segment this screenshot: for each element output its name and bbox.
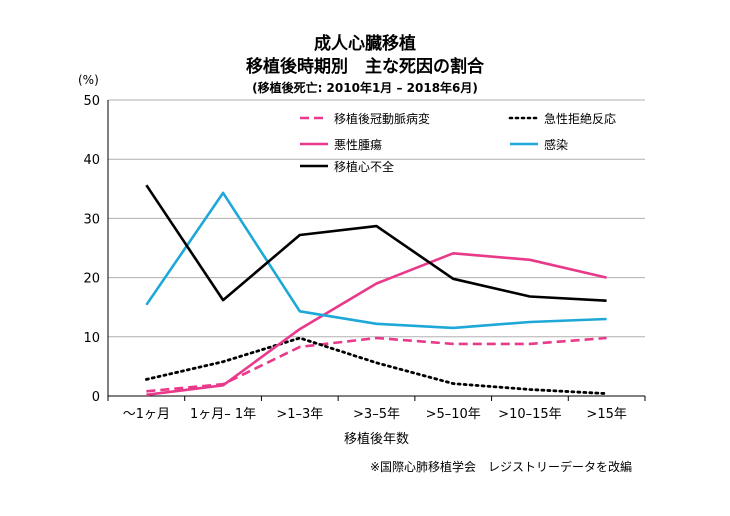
y-tick-label: 50 bbox=[83, 94, 100, 109]
series-line-1 bbox=[144, 336, 608, 396]
x-tick-label: >5–10年 bbox=[426, 407, 481, 422]
y-tick-label: 20 bbox=[83, 272, 100, 287]
y-axis-unit-label: (%) bbox=[78, 73, 99, 87]
legend-label: 急性拒絶反応 bbox=[544, 111, 616, 126]
legend-label: 移植後冠動脈病変 bbox=[334, 111, 430, 126]
chart-subtitle-line: 移植後時期別 主な死因の割合 bbox=[246, 57, 484, 77]
series-line-2 bbox=[146, 252, 607, 397]
chart-subtitle: (移植後死亡: 2010年1月 – 2018年6月) bbox=[252, 81, 478, 95]
chart-title: 成人心臓移植 bbox=[314, 34, 416, 54]
legend-label: 悪性腫瘍 bbox=[334, 137, 382, 152]
x-tick-label: 〜1ヶ月 bbox=[123, 407, 170, 422]
legend-label: 感染 bbox=[544, 137, 568, 152]
x-tick-label: >3–5年 bbox=[353, 407, 400, 422]
y-tick-label: 10 bbox=[83, 331, 100, 346]
x-tick-label: 1ヶ月– 1年 bbox=[190, 407, 256, 422]
x-tick-label: >10–15年 bbox=[498, 407, 561, 422]
y-tick-label: 30 bbox=[83, 212, 100, 227]
x-tick-label: >1–3年 bbox=[276, 407, 323, 422]
series-line-0 bbox=[146, 336, 607, 393]
series-line-3 bbox=[145, 191, 607, 330]
x-tick-label: >15年 bbox=[586, 407, 626, 422]
y-tick-label: 0 bbox=[92, 390, 100, 405]
source-note: ※国際心肺移植学会 レジストリーデータを改編 bbox=[370, 460, 633, 474]
series-line-4 bbox=[145, 184, 607, 302]
legend-label: 移植心不全 bbox=[334, 159, 394, 174]
y-tick-label: 40 bbox=[83, 153, 100, 168]
x-axis-title: 移植後年数 bbox=[344, 432, 409, 447]
